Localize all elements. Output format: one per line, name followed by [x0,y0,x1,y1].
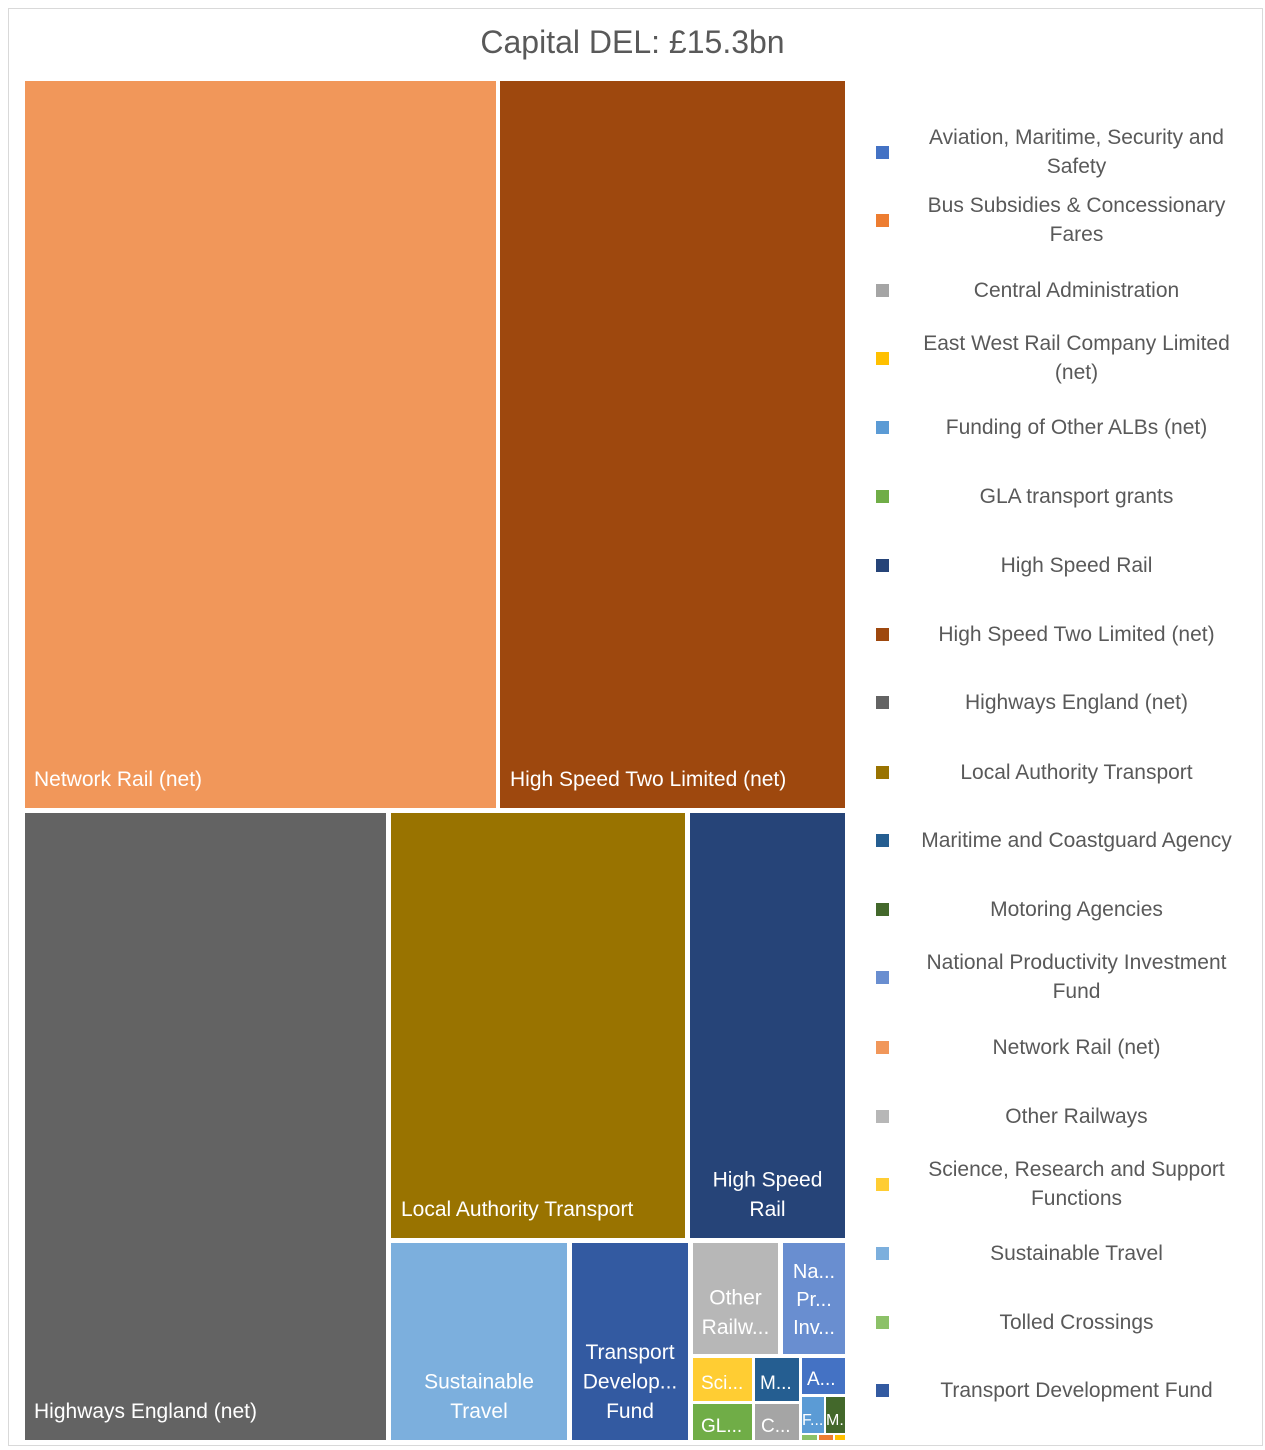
legend-label: Transport Development Fund [940,1378,1213,1402]
legend-swatch [876,1315,889,1329]
tile-science-research-and-support-functions [693,1358,752,1401]
legend-item-high-speed-rail: High Speed Rail [876,551,1246,580]
tile-transport-development-fund [572,1243,688,1440]
tile-high-speed-rail [690,813,845,1238]
tile-high-speed-two-limited-net [500,81,845,808]
legend-item-maritime-and-coastguard-agency: Maritime and Coastguard Agency [876,826,1246,855]
legend-item-bus-subsidies-concessionary-fares: Bus Subsidies & Concessionary Fares [876,191,1246,249]
tile-local-authority-transport [391,813,685,1238]
legend-swatch [876,489,889,503]
tile-bus-subsidies-concessionary-fares [819,1435,833,1440]
tile-label-gla-transport-grants: GL... [701,1416,742,1437]
legend-swatch [876,970,889,984]
legend-label: Local Authority Transport [960,760,1193,784]
tile-label-network-rail-net: Network Rail (net) [34,768,202,791]
legend-item-science-research-and-support-functions: Science, Research and Support Functions [876,1155,1246,1213]
legend-label: Science, Research and Support Functions [928,1158,1225,1210]
tile-sustainable-travel [391,1243,567,1440]
tile-label-motoring-agencies: M... [826,1412,853,1429]
legend-item-highways-england-net: Highways England (net) [876,688,1246,717]
legend-item-network-rail-net: Network Rail (net) [876,1033,1246,1062]
legend-item-tolled-crossings: Tolled Crossings [876,1308,1246,1337]
legend-swatch [876,833,889,847]
legend-item-east-west-rail-company-limited-net: East West Rail Company Limited (net) [876,329,1246,387]
legend-swatch [876,1109,889,1123]
legend-swatch [876,1177,889,1191]
legend-item-high-speed-two-limited-net: High Speed Two Limited (net) [876,620,1246,649]
legend-item-transport-development-fund: Transport Development Fund [876,1376,1246,1405]
tile-label-funding-of-other-albs-net: F... [802,1412,823,1429]
tile-label-high-speed-two-limited-net: High Speed Two Limited (net) [510,768,786,791]
tile-label-high-speed-rail: High Speed Rail [713,1169,823,1221]
legend-label: High Speed Rail [1000,553,1153,577]
legend-swatch [876,145,889,159]
tile-label-other-railways: Other Railw... [702,1287,770,1339]
tile-national-productivity-investment-fund [783,1243,845,1354]
legend-label: East West Rail Company Limited (net) [923,332,1230,384]
tile-central-administration [755,1404,799,1440]
legend-item-aviation-maritime-security-and-safety: Aviation, Maritime, Security and Safety [876,123,1246,181]
legend-swatch [876,1040,889,1054]
legend-label: National Productivity Investment Fund [926,951,1227,1003]
legend-label: Funding of Other ALBs (net) [945,415,1208,439]
legend-item-national-productivity-investment-fund: National Productivity Investment Fund [876,948,1246,1006]
tile-label-sustainable-travel: Sustainable Travel [424,1371,534,1423]
legend-swatch [876,1246,889,1260]
tile-label-local-authority-transport: Local Authority Transport [401,1198,633,1221]
legend-item-gla-transport-grants: GLA transport grants [876,482,1246,511]
tile-aviation-maritime-security-and-safety [802,1358,845,1394]
legend-swatch [876,902,889,916]
legend-item-motoring-agencies: Motoring Agencies [876,895,1246,924]
legend-label: Maritime and Coastguard Agency [921,828,1232,852]
legend-label: Motoring Agencies [990,897,1163,921]
legend-label: Highways England (net) [965,690,1188,714]
legend-label: GLA transport grants [979,484,1174,508]
tile-label-aviation-maritime-security-and-safety: A... [807,1369,836,1390]
tile-tolled-crossings [802,1435,817,1440]
legend-item-sustainable-travel: Sustainable Travel [876,1239,1246,1268]
legend-swatch [876,283,889,297]
legend-label: Central Administration [973,278,1180,302]
legend-item-local-authority-transport: Local Authority Transport [876,758,1246,787]
tile-other-railways [693,1243,778,1354]
tile-label-national-productivity-investment-fund: Na... Pr... Inv... [793,1261,835,1339]
tile-east-west-rail-company-limited-net [835,1435,845,1440]
legend-swatch [876,765,889,779]
tile-label-central-administration: C... [761,1416,791,1437]
legend-label: Network Rail (net) [992,1035,1161,1059]
legend-item-other-railways: Other Railways [876,1102,1246,1131]
tile-network-rail-net [25,81,496,808]
legend-item-central-administration: Central Administration [876,276,1246,305]
tile-label-highways-england-net: Highways England (net) [34,1400,257,1423]
legend-swatch [876,695,889,709]
tile-label-transport-development-fund: Transport Develop... Fund [583,1341,678,1423]
legend-label: Aviation, Maritime, Security and Safety [929,126,1224,178]
legend-item-funding-of-other-albs-net: Funding of Other ALBs (net) [876,413,1246,442]
legend-label: Bus Subsidies & Concessionary Fares [927,194,1226,246]
legend-swatch [876,213,889,227]
legend-swatch [876,420,889,434]
tile-funding-of-other-albs-net [802,1397,824,1433]
legend-label: Tolled Crossings [999,1310,1154,1334]
legend-swatch [876,351,889,365]
tile-label-science-research-and-support-functions: Sci... [701,1373,743,1394]
tile-motoring-agencies [826,1397,845,1433]
legend-swatch [876,558,889,572]
tile-highways-england-net [25,813,386,1440]
legend-swatch [876,627,889,641]
chart-title: Capital DEL: £15.3bn [480,24,785,60]
legend-swatch [876,1383,889,1397]
legend-label: Other Railways [1005,1104,1148,1128]
tile-maritime-and-coastguard-agency [755,1358,799,1401]
legend-label: High Speed Two Limited (net) [938,622,1215,646]
tile-gla-transport-grants [693,1404,752,1440]
legend-label: Sustainable Travel [990,1241,1163,1265]
tile-label-maritime-and-coastguard-agency: M... [760,1373,792,1394]
